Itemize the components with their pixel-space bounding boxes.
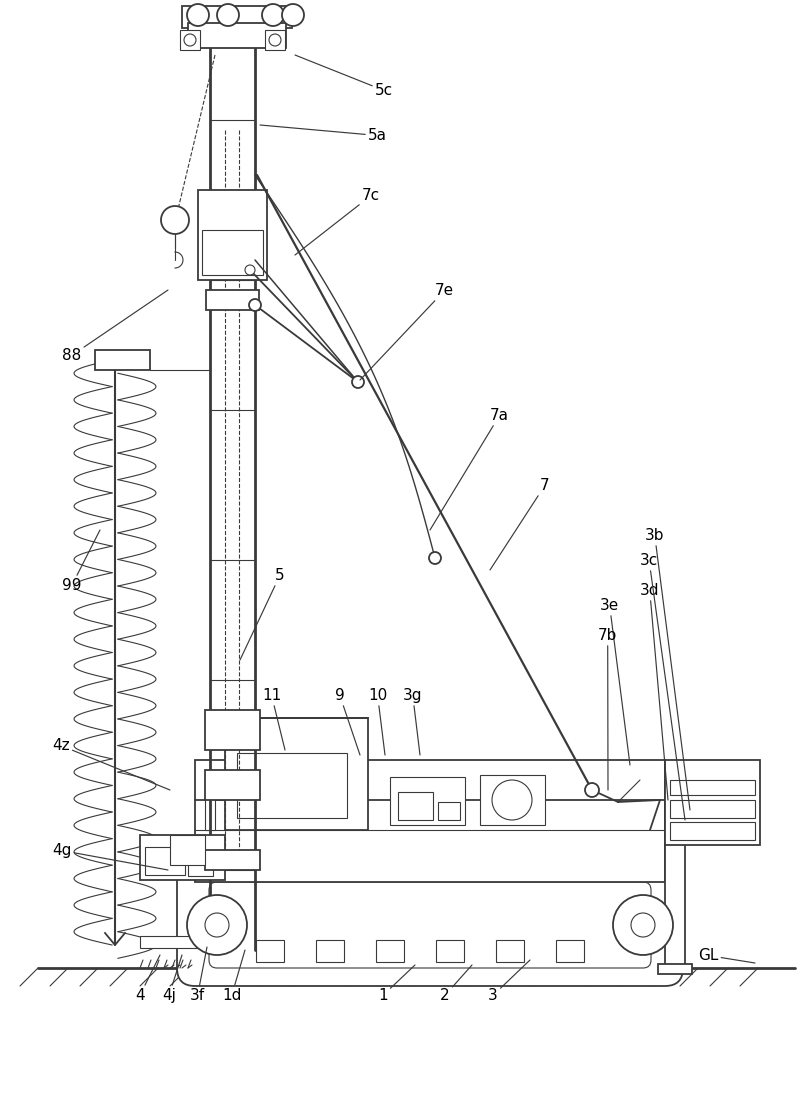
Text: 5: 5 [240,568,285,660]
Text: 3g: 3g [403,688,422,755]
Text: 4g: 4g [52,843,168,870]
Circle shape [631,913,655,937]
Bar [182,5,292,28]
Bar [170,835,205,865]
Circle shape [217,4,239,26]
Circle shape [187,895,247,955]
Circle shape [613,895,673,955]
Bar [195,760,665,882]
Circle shape [161,206,189,235]
Circle shape [262,4,284,26]
Text: 3: 3 [488,960,530,1003]
Bar [180,30,200,50]
Text: 1: 1 [378,964,415,1003]
Circle shape [492,780,532,820]
Bar [496,940,524,962]
Bar [206,290,259,310]
Text: 3d: 3d [640,583,668,800]
Bar [188,23,286,48]
Text: 9: 9 [335,688,360,755]
Bar [670,800,755,818]
Text: 5a: 5a [260,125,387,142]
Circle shape [282,4,304,26]
Circle shape [184,34,196,46]
Bar [237,753,347,818]
Circle shape [245,265,255,275]
Bar [665,760,760,845]
Circle shape [352,376,364,388]
Text: 88: 88 [62,290,168,363]
Bar [665,798,685,968]
Text: 3b: 3b [645,528,690,810]
Text: 7b: 7b [598,628,618,790]
Text: 7c: 7c [295,189,380,255]
Text: 3c: 3c [640,553,685,820]
Bar [140,936,205,948]
Text: 5c: 5c [295,55,393,98]
Text: 11: 11 [262,688,285,750]
Text: 4z: 4z [52,738,170,790]
Circle shape [249,299,261,311]
Bar [265,30,285,50]
Bar [390,777,465,825]
Text: 4: 4 [135,955,160,1003]
Text: 7: 7 [490,478,550,570]
Circle shape [205,913,229,937]
Bar [188,854,213,876]
Text: 4j: 4j [162,955,182,1003]
Circle shape [585,783,599,797]
Bar [398,792,433,820]
Text: 1d: 1d [222,950,245,1003]
Circle shape [269,34,281,46]
Text: 3e: 3e [600,598,630,765]
Bar [436,940,464,962]
Bar [205,770,260,800]
FancyBboxPatch shape [177,864,683,986]
Text: 7e: 7e [360,283,454,380]
Bar [670,822,755,840]
Bar [556,940,584,962]
Text: 99: 99 [62,530,100,593]
Bar [256,940,284,962]
Bar [670,780,755,795]
Bar [140,835,225,880]
Bar [205,780,215,830]
Bar [480,775,545,825]
Bar [202,230,263,275]
Circle shape [187,4,209,26]
Text: GL: GL [698,948,755,963]
Bar [658,964,692,974]
Bar [376,940,404,962]
Bar [95,350,150,370]
Bar [198,190,267,279]
Bar [438,802,460,820]
Bar [205,710,260,750]
Text: 7a: 7a [430,408,509,530]
Bar [225,718,368,830]
Text: 3f: 3f [190,947,207,1003]
Circle shape [429,552,441,564]
Text: 10: 10 [368,688,387,755]
Bar [316,940,344,962]
Bar [145,847,185,875]
Text: 2: 2 [440,964,472,1003]
Bar [205,850,260,870]
